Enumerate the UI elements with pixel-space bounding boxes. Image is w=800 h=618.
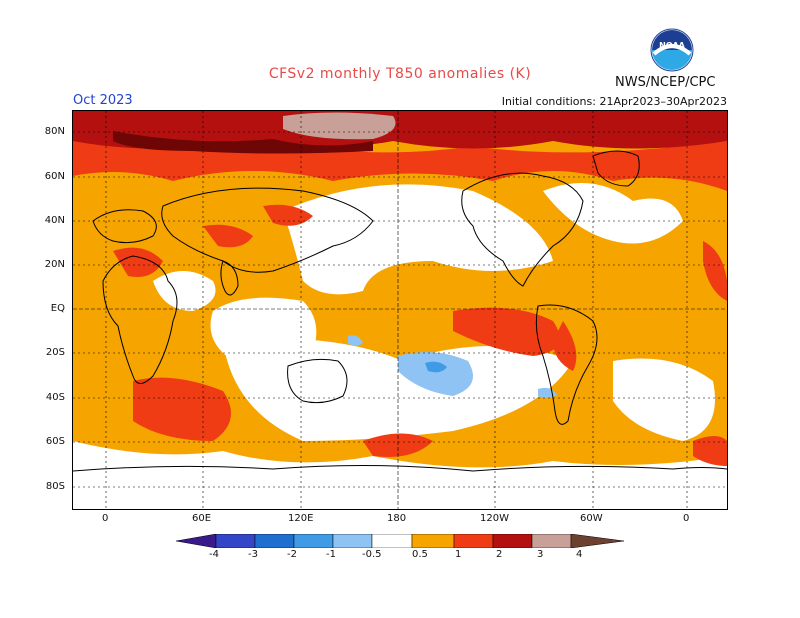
colorbar-label-1: 1 <box>455 549 462 560</box>
near-normal-area-atlantic <box>543 183 683 244</box>
lat-label-eq: EQ <box>50 303 65 314</box>
lon-label-60e: 60E <box>192 513 212 524</box>
cold-area-south-pacific-core <box>425 361 447 373</box>
lat-label-40n: 40N <box>44 215 65 226</box>
map-title: CFSv2 monthly T850 anomalies (K) <box>268 66 532 82</box>
colorbar-label-minus3: -3 <box>248 549 258 560</box>
graticule <box>73 111 727 509</box>
near-normal-area-southern-ocean <box>73 441 727 509</box>
colorbar-label-2: 2 <box>496 549 503 560</box>
colorbar-label-minus05: -0.5 <box>362 549 382 560</box>
colorbar-minus4-minus3 <box>215 534 256 548</box>
lat-label-60n: 60N <box>44 171 65 182</box>
warm-area-south-america <box>553 321 577 371</box>
lon-label-120w: 120W <box>480 513 509 524</box>
colorbar-gt-4 <box>570 534 625 548</box>
warm-area-weddell-sea <box>693 436 727 466</box>
colorbar-label-minus2: -2 <box>287 549 297 560</box>
lat-label-80n: 80N <box>44 126 65 137</box>
lon-label-0-east: 0 <box>683 513 690 524</box>
agency-label: NWS/NCEP/CPC <box>615 75 716 90</box>
colorbar-2-3 <box>492 534 533 548</box>
warm-area-asia-north <box>263 204 313 226</box>
extreme-warm-area-arctic <box>283 112 396 140</box>
colorbar-minus3-minus2 <box>254 534 295 548</box>
lat-label-80s: 80S <box>45 481 65 492</box>
lat-label-20n: 20N <box>44 259 65 270</box>
initial-conditions: Initial conditions: 21Apr2023–30Apr2023 <box>501 95 727 108</box>
colorbar-label-4: 4 <box>576 549 583 560</box>
colorbar-neutral <box>371 534 413 548</box>
noaa-logo-icon: NOAA <box>650 28 694 72</box>
cold-area-south-pacific <box>398 352 473 396</box>
strong-warm-area-arctic-2 <box>113 131 373 154</box>
coastlines <box>73 150 727 472</box>
anomaly-map <box>72 110 728 510</box>
colorbar-minus2-minus1 <box>293 534 334 548</box>
lon-label-0: 0 <box>102 513 109 524</box>
lat-label-60s: 60S <box>45 436 65 447</box>
lat-label-40s: 40S <box>45 392 65 403</box>
noaa-logo-text: NOAA <box>659 41 685 50</box>
colorbar-label-05: 0.5 <box>412 549 428 560</box>
warm-area-east-atlantic <box>703 241 727 301</box>
colorbar-minus1-minus05 <box>332 534 373 548</box>
colorbar-label-minus1: -1 <box>326 549 336 560</box>
anomaly-field <box>73 111 727 509</box>
colorbar-label-3: 3 <box>537 549 544 560</box>
strong-warm-area-arctic <box>73 111 727 149</box>
warm-area-east-pacific <box>453 307 560 356</box>
colorbar-lt-minus4 <box>176 534 217 548</box>
lat-label-20s: 20S <box>45 347 65 358</box>
near-normal-area-south-atlantic <box>613 358 715 441</box>
colorbar-05-1 <box>411 534 455 548</box>
colorbar-3-4 <box>531 534 572 548</box>
forecast-month: Oct 2023 <box>73 93 133 108</box>
colorbar-1-2 <box>453 534 494 548</box>
cold-area-tropical-pacific <box>348 335 363 346</box>
warm-area-asia <box>203 224 253 248</box>
colorbar-label-minus4: -4 <box>209 549 219 560</box>
warm-area-africa-east <box>113 247 163 277</box>
warm-area-antarctic-pacific <box>363 433 433 457</box>
color-legend <box>176 534 625 548</box>
warm-area-south-atlantic <box>133 377 231 441</box>
lon-label-120e: 120E <box>288 513 314 524</box>
near-normal-area-pacific <box>283 184 553 295</box>
lon-label-180: 180 <box>387 513 407 524</box>
lon-label-60w: 60W <box>580 513 603 524</box>
near-normal-area-tropics <box>313 348 413 385</box>
